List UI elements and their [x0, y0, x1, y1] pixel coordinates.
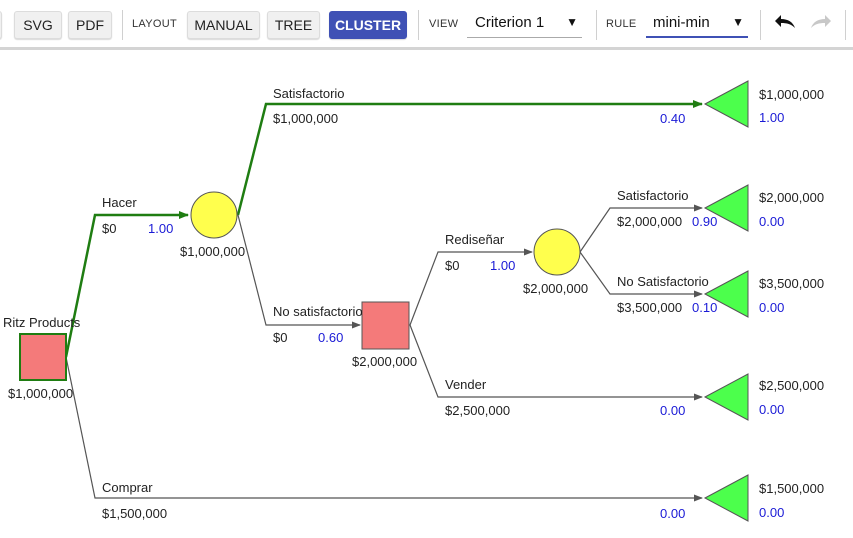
edge-comprar-probability: 0.00 [660, 506, 685, 521]
edge-satisfactorio-2-label: Satisfactorio [617, 188, 689, 203]
root-node-label: Ritz Products [3, 315, 81, 330]
edge-vender-probability: 0.00 [660, 403, 685, 418]
decision-node-2[interactable] [361, 301, 410, 350]
decision-tree-canvas[interactable]: Ritz Products $1,000,000 $1,000,000 $2,0… [0, 50, 853, 538]
layout-cluster-button[interactable]: CLUSTER [329, 11, 407, 39]
export-svg-button[interactable]: SVG [14, 11, 62, 39]
edge-redisenar-payoff: $0 [445, 258, 459, 273]
edge-comprar-label: Comprar [102, 480, 153, 495]
decision-node-2-value: $2,000,000 [352, 354, 417, 369]
chevron-down-icon: ▼ [566, 15, 578, 29]
toolbar-divider [760, 10, 761, 40]
terminal-3-probability: 0.00 [759, 300, 784, 315]
terminal-node-3[interactable] [703, 270, 749, 318]
root-node-value: $1,000,000 [8, 386, 73, 401]
rule-select-value: mini-min [653, 14, 710, 31]
terminal-2-value: $2,000,000 [759, 190, 824, 205]
undo-icon [775, 15, 795, 28]
toolbar-divider [845, 10, 846, 40]
edge-satisfactorio-2-payoff: $2,000,000 [617, 214, 682, 229]
terminal-2-probability: 0.00 [759, 214, 784, 229]
layout-manual-button[interactable]: MANUAL [187, 11, 260, 39]
toolbar: SVG PDF LAYOUT MANUAL TREE CLUSTER VIEW … [0, 0, 853, 50]
edge-satisfactorio-top-label: Satisfactorio [273, 86, 345, 101]
toolbar-divider [418, 10, 419, 40]
edge-hacer-probability: 1.00 [148, 221, 173, 236]
rule-label: RULE [606, 18, 637, 30]
chance-node-2-value: $2,000,000 [523, 281, 588, 296]
layout-tree-button[interactable]: TREE [267, 11, 320, 39]
terminal-node-5[interactable] [703, 474, 749, 522]
terminal-node-2[interactable] [703, 184, 749, 232]
edge-no-satisfactorio-payoff: $0 [273, 330, 287, 345]
edge-redisenar[interactable] [409, 248, 533, 326]
edge-comprar-payoff: $1,500,000 [102, 506, 167, 521]
edge-redisenar-label: Rediseñar [445, 232, 505, 247]
chance-node-1[interactable] [190, 191, 238, 239]
chance-node-1-value: $1,000,000 [180, 244, 245, 259]
chance-node-2[interactable] [533, 228, 581, 276]
edge-hacer[interactable] [64, 211, 189, 358]
edge-satisfactorio-top[interactable] [236, 100, 703, 216]
undo-button[interactable] [770, 10, 800, 38]
view-label: VIEW [429, 18, 459, 30]
toolbar-partial-button[interactable] [0, 11, 2, 39]
edge-no-satisfactorio-2-label: No Satisfactorio [617, 274, 709, 289]
redo-icon [811, 15, 831, 28]
root-decision-node[interactable] [19, 333, 67, 381]
edge-no-satisfactorio-2-probability: 0.10 [692, 300, 717, 315]
edge-satisfactorio-top-payoff: $1,000,000 [273, 111, 338, 126]
terminal-5-value: $1,500,000 [759, 481, 824, 496]
terminal-4-probability: 0.00 [759, 402, 784, 417]
terminal-1-probability: 1.00 [759, 110, 784, 125]
edge-no-satisfactorio-2[interactable] [579, 251, 703, 298]
terminal-3-value: $3,500,000 [759, 276, 824, 291]
layout-label: LAYOUT [132, 18, 177, 30]
terminal-5-probability: 0.00 [759, 505, 784, 520]
edge-comprar[interactable] [65, 356, 703, 502]
edge-hacer-label: Hacer [102, 195, 137, 210]
terminal-4-value: $2,500,000 [759, 378, 824, 393]
redo-button[interactable] [806, 10, 836, 38]
edge-redisenar-probability: 1.00 [490, 258, 515, 273]
view-select[interactable]: Criterion 1 ▼ [467, 12, 582, 38]
edge-no-satisfactorio-probability: 0.60 [318, 330, 343, 345]
edge-no-satisfactorio-2-payoff: $3,500,000 [617, 300, 682, 315]
rule-select[interactable]: mini-min ▼ [646, 12, 748, 38]
view-select-value: Criterion 1 [475, 14, 545, 31]
edge-vender-label: Vender [445, 377, 487, 392]
terminal-1-value: $1,000,000 [759, 87, 824, 102]
edge-vender-payoff: $2,500,000 [445, 403, 510, 418]
edge-no-satisfactorio-label: No satisfactorio [273, 304, 363, 319]
toolbar-divider [596, 10, 597, 40]
toolbar-divider [122, 10, 123, 40]
edge-vender[interactable] [409, 324, 703, 401]
chevron-down-icon: ▼ [732, 15, 744, 29]
terminal-node-1[interactable] [703, 80, 749, 128]
edge-no-satisfactorio[interactable] [237, 214, 361, 329]
edge-hacer-payoff: $0 [102, 221, 116, 236]
edge-satisfactorio-2[interactable] [579, 204, 703, 253]
export-pdf-button[interactable]: PDF [68, 11, 112, 39]
edge-satisfactorio-top-probability: 0.40 [660, 111, 685, 126]
edge-satisfactorio-2-probability: 0.90 [692, 214, 717, 229]
terminal-node-4[interactable] [703, 373, 749, 421]
